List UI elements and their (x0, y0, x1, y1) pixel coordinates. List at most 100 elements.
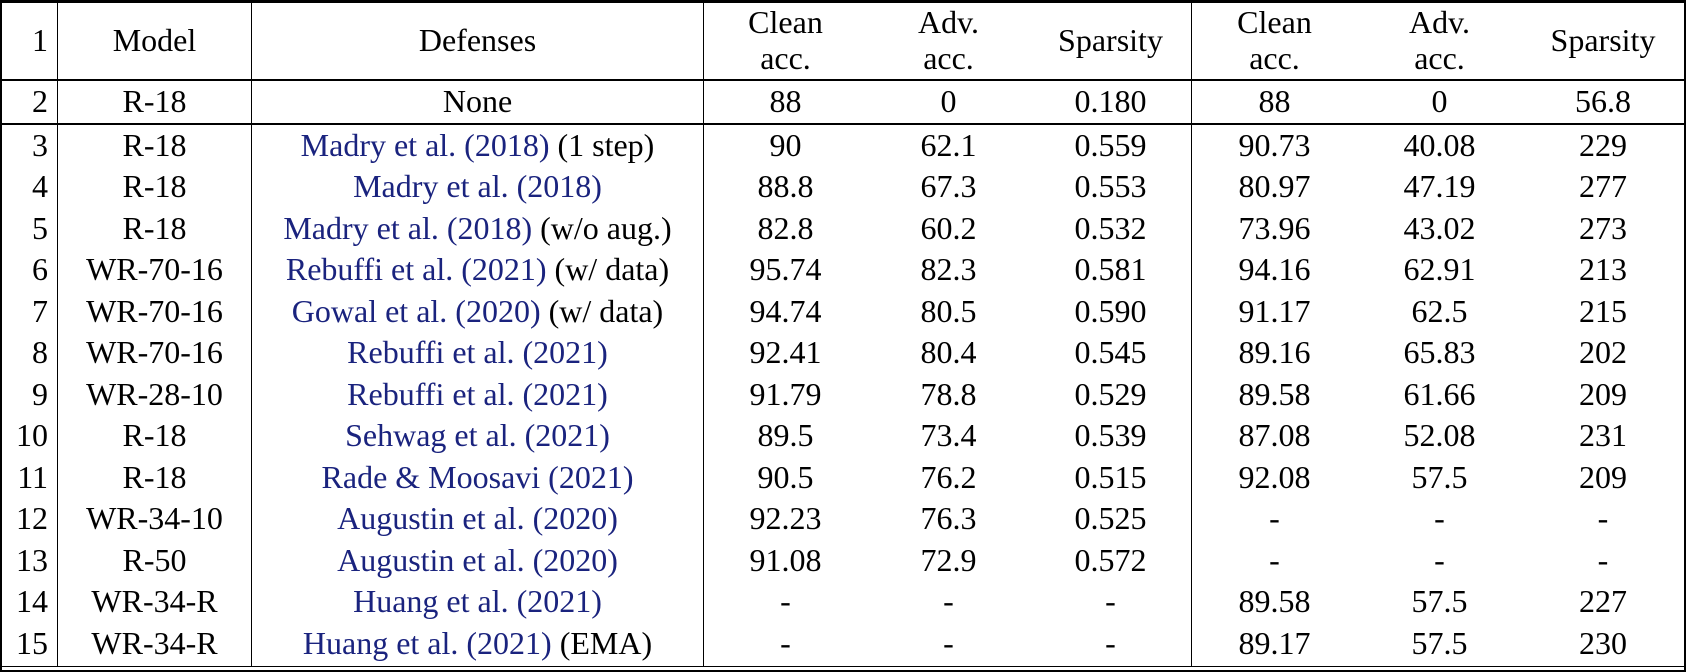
adv-acc-attack1-cell: 76.3 (920, 500, 977, 537)
adv-acc-attack1-cell: 76.2 (920, 458, 977, 495)
sparsity-attack1-cell: 0.180 (1030, 81, 1192, 123)
clean-acc-attack1-cell: 91.79 (749, 375, 822, 412)
row-number-cell: 12 (2, 498, 58, 540)
table-row: 9 WR-28-10 Rebuffi et al. (2021) 91.79 7… (2, 374, 1684, 416)
row-number-cell: 11 (2, 457, 58, 499)
defense-suffix: (1 step) (549, 126, 655, 163)
adv-acc-attack1-cell: 60.2 (920, 209, 977, 246)
header-adv-line2: acc. (1414, 40, 1465, 76)
model-cell: R-18 (58, 457, 252, 499)
adv-acc-attack2-cell: 52.08 (1403, 417, 1476, 454)
defense-cell: Huang et al. (2021) (252, 581, 704, 623)
sparsity-attack2-cell: 227 (1579, 583, 1627, 620)
header-row-number: 1 (2, 3, 58, 79)
clean-acc-attack1-cell: 88.8 (757, 168, 814, 205)
defense-citation-link[interactable]: Sehwag et al. (2021) (345, 417, 610, 454)
clean-acc-attack2-cell: 88 (1258, 83, 1291, 120)
table-row: 10 R-18 Sehwag et al. (2021) 89.5 73.4 0… (2, 415, 1684, 457)
adv-acc-attack2-cell: 57.5 (1411, 625, 1468, 662)
defense-cell: Rebuffi et al. (2021) (w/ data) (252, 249, 704, 291)
adv-acc-attack2-cell: - (1434, 541, 1445, 578)
clean-acc-attack2-cell: - (1269, 500, 1280, 537)
model-cell: R-18 (58, 125, 252, 167)
defense-cell: Madry et al. (2018) (w/o aug.) (252, 208, 704, 250)
header-clean-acc-attack1: Clean acc. (704, 3, 867, 79)
defense-citation-link[interactable]: Rebuffi et al. (2021) (285, 251, 547, 288)
sparsity-attack2-cell: 231 (1579, 417, 1627, 454)
header-adv-acc-attack2: Adv. acc. (1357, 3, 1522, 79)
table-row: 2 R-18 None 88 0 0.180 88 0 56.8 (2, 81, 1684, 125)
row-number-cell: 14 (2, 581, 58, 623)
model-cell: WR-70-16 (58, 249, 252, 291)
clean-acc-attack1-cell: 95.74 (749, 251, 822, 288)
row-number-cell: 7 (2, 291, 58, 333)
sparsity-attack2-cell: 213 (1579, 251, 1627, 288)
sparsity-attack1-cell: 0.539 (1030, 415, 1192, 457)
row-number-cell: 6 (2, 249, 58, 291)
header-sparsity-attack1: Sparsity (1030, 3, 1192, 79)
defense-citation-link[interactable]: Gowal et al. (2020) (291, 292, 541, 329)
adv-acc-attack2-cell: 43.02 (1403, 209, 1476, 246)
adv-acc-attack2-cell: 47.19 (1403, 168, 1476, 205)
defense-cell: None (252, 81, 704, 123)
row-number-cell: 13 (2, 540, 58, 582)
model-cell: R-18 (58, 81, 252, 123)
clean-acc-attack2-cell: 90.73 (1238, 126, 1311, 163)
adv-acc-attack1-cell: 80.4 (920, 334, 977, 371)
sparsity-attack1-cell: 0.590 (1030, 291, 1192, 333)
header-clean-line2: acc. (760, 40, 811, 76)
adv-acc-attack2-cell: 62.5 (1411, 292, 1468, 329)
adv-acc-attack2-cell: - (1434, 500, 1445, 537)
header-defenses: Defenses (252, 3, 704, 79)
defense-cell: Madry et al. (2018) (1 step) (252, 125, 704, 167)
defense-cell: Rebuffi et al. (2021) (252, 374, 704, 416)
defense-cell: Rade & Moosavi (2021) (252, 457, 704, 499)
defense-citation-link[interactable]: Madry et al. (2018) (283, 209, 533, 246)
row-number-cell: 8 (2, 332, 58, 374)
clean-acc-attack1-cell: - (780, 625, 791, 662)
model-cell: WR-70-16 (58, 332, 252, 374)
sparsity-attack2-cell: 277 (1579, 168, 1627, 205)
sparsity-attack2-cell: - (1597, 500, 1609, 537)
table-body: 2 R-18 None 88 0 0.180 88 0 56.8 3 R-18 … (2, 81, 1684, 667)
defense-citation-link[interactable]: Huang et al. (2021) (302, 625, 552, 662)
defense-cell: Augustin et al. (2020) (252, 540, 704, 582)
adv-acc-attack1-cell: 80.5 (920, 292, 977, 329)
row-number-cell: 4 (2, 166, 58, 208)
header-adv-line1: Adv. (1408, 4, 1471, 41)
sparsity-attack1-cell: 0.529 (1030, 374, 1192, 416)
sparsity-attack2-cell: 230 (1579, 625, 1627, 662)
sparsity-attack1-cell: 0.553 (1030, 166, 1192, 208)
row-number-cell: 10 (2, 415, 58, 457)
defense-citation-link[interactable]: Madry et al. (2018) (300, 126, 550, 163)
adv-acc-attack2-cell: 57.5 (1411, 458, 1468, 495)
clean-acc-attack2-cell: 91.17 (1238, 292, 1311, 329)
defense-citation-link[interactable]: Madry et al. (2018) (353, 168, 602, 205)
defense-cell: Huang et al. (2021) (EMA) (252, 623, 704, 666)
table-row: 5 R-18 Madry et al. (2018) (w/o aug.) 82… (2, 208, 1684, 250)
model-cell: WR-34-R (58, 623, 252, 666)
model-cell: WR-34-10 (58, 498, 252, 540)
clean-acc-attack1-cell: - (780, 583, 791, 620)
defense-citation-link[interactable]: Rade & Moosavi (2021) (321, 458, 634, 495)
sparsity-attack1-cell: 0.532 (1030, 208, 1192, 250)
defense-citation-link[interactable]: Rebuffi et al. (2021) (347, 334, 608, 371)
clean-acc-attack2-cell: 89.17 (1238, 625, 1311, 662)
defense-citation-link[interactable]: Augustin et al. (2020) (337, 541, 618, 578)
row-number-cell: 2 (2, 81, 58, 123)
defense-citation-link[interactable]: Augustin et al. (2020) (337, 500, 618, 537)
defense-citation-link: None (442, 83, 513, 120)
defense-citation-link[interactable]: Rebuffi et al. (2021) (347, 375, 608, 412)
row-number-cell: 9 (2, 374, 58, 416)
table-row: 8 WR-70-16 Rebuffi et al. (2021) 92.41 8… (2, 332, 1684, 374)
sparsity-attack2-cell: 56.8 (1575, 83, 1631, 120)
header-clean-line1: Clean (1237, 4, 1312, 41)
defense-citation-link[interactable]: Huang et al. (2021) (353, 583, 602, 620)
clean-acc-attack2-cell: 89.58 (1238, 375, 1311, 412)
adv-acc-attack1-cell: 0 (940, 83, 957, 120)
sparsity-attack2-cell: - (1597, 541, 1609, 578)
sparsity-attack2-cell: 229 (1579, 126, 1627, 163)
header-model: Model (58, 3, 252, 79)
adv-acc-attack2-cell: 61.66 (1403, 375, 1476, 412)
